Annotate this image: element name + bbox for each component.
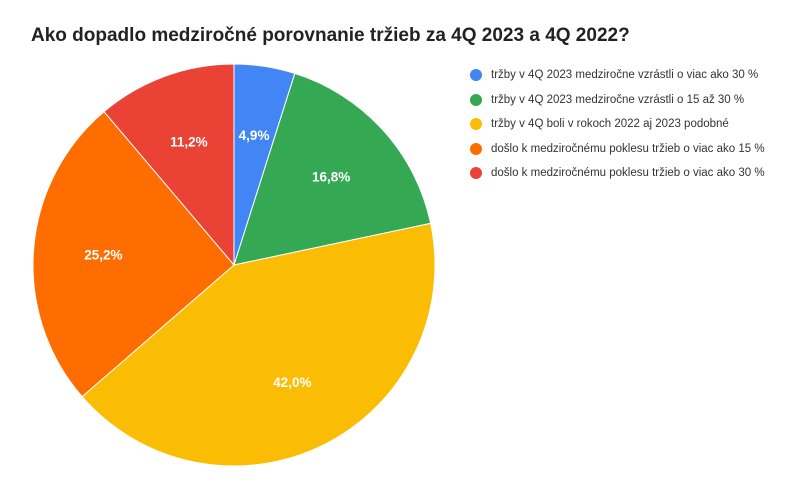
legend-swatch [470, 93, 482, 106]
pie-slice-2 [233, 72, 432, 266]
pie-slice-label-1: 4,9% [239, 128, 270, 143]
pie-slice-5 [103, 63, 235, 267]
legend-item-5: došlo k medziročnému poklesu tržieb o vi… [470, 161, 765, 186]
legend-swatch [470, 142, 482, 155]
legend-label: tržby v 4Q 2023 medziročne vzrástli o 15… [491, 93, 745, 106]
pie-slice-label-2: 16,8% [312, 170, 350, 185]
legend-item-2: tržby v 4Q 2023 medziročne vzrástli o 15… [470, 88, 765, 113]
legend-item-1: tržby v 4Q 2023 medziročne vzrástli o vi… [470, 63, 765, 88]
pie-slice-3 [81, 222, 436, 467]
legend-swatch [470, 167, 482, 180]
chart-title: Ako dopadlo medziročné porovnanie tržieb… [31, 25, 630, 46]
legend-item-3: tržby v 4Q boli v rokoch 2022 aj 2023 po… [470, 112, 765, 137]
legend-label: tržby v 4Q 2023 medziročne vzrástli o vi… [491, 69, 759, 82]
pie-slice-label-3: 42,0% [273, 375, 311, 390]
legend-label: došlo k medziročnému poklesu tržieb o vi… [491, 167, 765, 180]
legend-item-4: došlo k medziročnému poklesu tržieb o vi… [470, 137, 765, 162]
legend-swatch [470, 118, 482, 131]
legend-label: tržby v 4Q boli v rokoch 2022 aj 2023 po… [491, 118, 729, 131]
legend-swatch [470, 69, 482, 82]
pie-slice-label-4: 25,2% [84, 247, 122, 262]
pie-slice-4 [32, 110, 235, 398]
pie-slice-label-5: 11,2% [170, 135, 208, 150]
legend: tržby v 4Q 2023 medziročne vzrástli o vi… [470, 63, 765, 186]
legend-label: došlo k medziročnému poklesu tržieb o vi… [491, 142, 765, 155]
